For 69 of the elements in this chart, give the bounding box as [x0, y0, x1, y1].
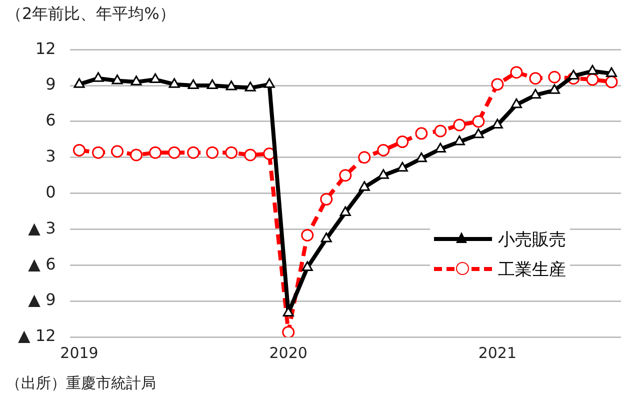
- point: [548, 84, 560, 94]
- point: [529, 72, 542, 85]
- point: [453, 118, 466, 132]
- y-tick-label: ▲ 3: [28, 218, 56, 238]
- point: [244, 148, 257, 162]
- point: [530, 88, 541, 99]
- point: [491, 78, 504, 91]
- point: [358, 151, 371, 164]
- point: [301, 228, 314, 242]
- point: [605, 76, 618, 88]
- point: [130, 76, 142, 86]
- legend-label: 工業生産: [498, 258, 566, 280]
- x-tick-label: 2021: [478, 344, 517, 362]
- legend-label: 小売販売: [498, 228, 566, 250]
- point: [358, 181, 370, 191]
- point: [378, 169, 389, 179]
- point: [111, 145, 124, 158]
- point: [74, 78, 85, 88]
- point: [226, 80, 237, 90]
- point: [168, 146, 181, 159]
- y-tick-label: 12: [35, 38, 56, 58]
- point: [112, 74, 123, 84]
- point: [320, 232, 332, 242]
- y-tick-label: 9: [46, 74, 56, 94]
- point: [568, 70, 579, 80]
- point: [510, 98, 522, 108]
- point: [149, 146, 162, 159]
- point: [244, 82, 256, 92]
- point: [92, 72, 104, 82]
- y-tick-label: 0: [46, 182, 56, 202]
- point: [340, 206, 351, 216]
- chart-title: （2年前比、年平均%）: [6, 4, 176, 25]
- point: [225, 146, 238, 159]
- point: [187, 146, 200, 159]
- point: [606, 67, 618, 78]
- y-tick-label: ▲ 9: [28, 290, 56, 310]
- point: [339, 169, 352, 182]
- point: [377, 144, 390, 156]
- point: [415, 127, 428, 140]
- point: [434, 142, 446, 152]
- point: [396, 162, 408, 172]
- point: [586, 73, 599, 86]
- y-tick-label: 3: [46, 146, 56, 166]
- point: [73, 144, 86, 156]
- point: [188, 79, 199, 90]
- y-tick-label: ▲ 12: [18, 326, 56, 346]
- point: [320, 193, 333, 206]
- y-tick-label: 6: [46, 110, 56, 130]
- point: [206, 79, 218, 90]
- point: [472, 128, 484, 138]
- point: [264, 78, 275, 88]
- point: [548, 70, 561, 84]
- point: [510, 66, 523, 79]
- point: [282, 326, 295, 337]
- point: [586, 64, 598, 75]
- point: [168, 78, 180, 88]
- y-tick-label: ▲ 6: [28, 254, 56, 274]
- point: [302, 261, 313, 272]
- point: [130, 148, 143, 162]
- point: [396, 136, 409, 148]
- text: （出所）重慶市統計局: [6, 374, 156, 393]
- point: [92, 146, 105, 159]
- x-tick-label: 2019: [60, 344, 98, 362]
- point: [150, 73, 161, 84]
- point: [434, 124, 447, 138]
- point: [472, 115, 485, 128]
- point: [206, 146, 219, 159]
- x-tick-label: 2020: [269, 344, 308, 362]
- point: [454, 136, 465, 146]
